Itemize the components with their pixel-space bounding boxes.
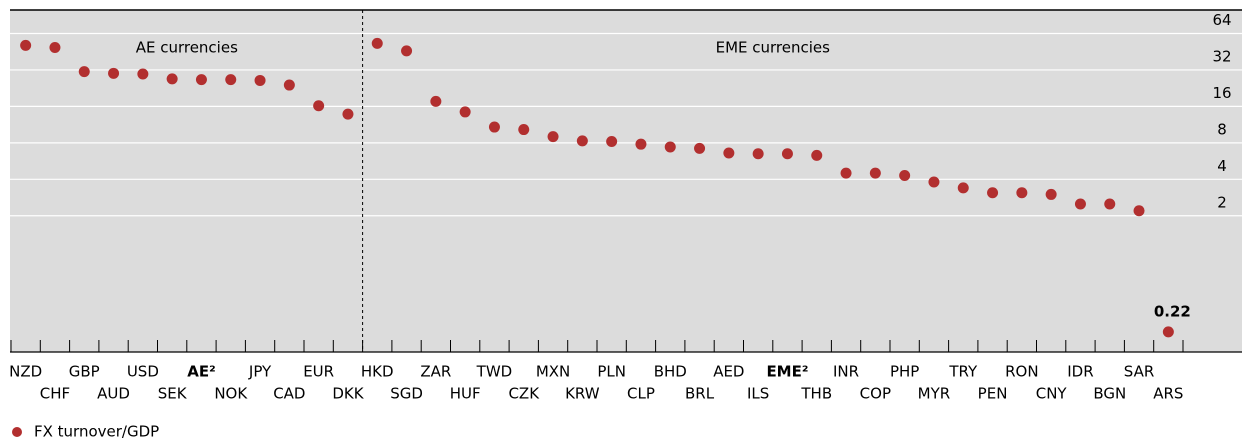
x-tick-label: KRW bbox=[565, 385, 600, 403]
x-tick-label: EUR bbox=[303, 363, 334, 381]
point bbox=[108, 67, 120, 79]
point bbox=[635, 138, 647, 150]
point bbox=[430, 95, 442, 107]
point bbox=[1104, 198, 1116, 210]
point bbox=[899, 169, 911, 181]
point bbox=[957, 182, 969, 194]
point bbox=[342, 108, 354, 120]
x-tick-label: AED bbox=[713, 363, 744, 381]
point bbox=[1045, 188, 1057, 200]
section-label: EME currencies bbox=[716, 39, 831, 57]
point bbox=[166, 73, 178, 85]
point bbox=[371, 37, 383, 49]
x-tick-label: SAR bbox=[1124, 363, 1154, 381]
point bbox=[1074, 198, 1086, 210]
x-tick-label: INR bbox=[833, 363, 859, 381]
x-tick-label: BGN bbox=[1093, 385, 1126, 403]
point bbox=[664, 141, 676, 153]
point bbox=[840, 167, 852, 179]
legend-marker bbox=[12, 427, 22, 437]
point bbox=[283, 79, 295, 91]
x-tick-label: MYR bbox=[918, 385, 951, 403]
point bbox=[20, 39, 32, 51]
x-tick-label: CZK bbox=[508, 385, 540, 403]
x-tick-label: GBP bbox=[69, 363, 100, 381]
y-tick-label: 8 bbox=[1217, 120, 1227, 138]
x-tick-label: AE² bbox=[187, 363, 215, 381]
x-tick-label: CAD bbox=[273, 385, 305, 403]
x-tick-label: EME² bbox=[766, 363, 808, 381]
x-tick-label: COP bbox=[860, 385, 891, 403]
point bbox=[1016, 187, 1028, 199]
point bbox=[137, 68, 149, 80]
y-tick-label: 2 bbox=[1217, 193, 1227, 211]
point bbox=[606, 136, 618, 148]
point bbox=[987, 187, 999, 199]
x-tick-label: CHF bbox=[40, 385, 70, 403]
x-tick-label: IDR bbox=[1067, 363, 1093, 381]
data-label: 0.22 bbox=[1154, 302, 1191, 320]
x-tick-label: HUF bbox=[450, 385, 481, 403]
point bbox=[313, 100, 325, 112]
point bbox=[49, 42, 61, 54]
x-tick-label: USD bbox=[127, 363, 159, 381]
point bbox=[225, 74, 237, 86]
x-tick-label: SEK bbox=[158, 385, 188, 403]
x-tick-label: THB bbox=[800, 385, 832, 403]
x-tick-label: MXN bbox=[536, 363, 570, 381]
point bbox=[781, 148, 793, 160]
y-tick-label: 32 bbox=[1212, 47, 1231, 65]
x-tick-label: ARS bbox=[1153, 385, 1183, 403]
x-tick-label: CNY bbox=[1036, 385, 1068, 403]
point bbox=[78, 66, 90, 78]
point bbox=[518, 124, 530, 136]
x-tick-label: PEN bbox=[978, 385, 1008, 403]
x-tick-label: HKD bbox=[361, 363, 394, 381]
point bbox=[254, 74, 266, 86]
y-tick-label: 64 bbox=[1212, 11, 1231, 29]
x-tick-label: NZD bbox=[9, 363, 42, 381]
point bbox=[488, 121, 500, 133]
point bbox=[547, 131, 559, 143]
point bbox=[694, 142, 706, 154]
y-tick-label: 4 bbox=[1217, 157, 1227, 175]
point bbox=[928, 176, 940, 188]
plot-background bbox=[10, 10, 1242, 352]
y-tick-label: 16 bbox=[1212, 84, 1231, 102]
point bbox=[723, 147, 735, 159]
x-tick-label: PLN bbox=[597, 363, 626, 381]
section-label: AE currencies bbox=[136, 39, 238, 57]
x-tick-label: RON bbox=[1005, 363, 1038, 381]
x-tick-label: DKK bbox=[332, 385, 364, 403]
x-tick-label: TRY bbox=[948, 363, 978, 381]
point bbox=[401, 45, 413, 57]
x-tick-label: JPY bbox=[248, 363, 272, 381]
point bbox=[752, 148, 764, 160]
point bbox=[459, 106, 471, 118]
x-tick-label: TWD bbox=[476, 363, 513, 381]
x-tick-label: ILS bbox=[747, 385, 769, 403]
point bbox=[1162, 326, 1174, 338]
point bbox=[195, 74, 207, 86]
x-tick-label: BRL bbox=[685, 385, 715, 403]
legend-label: FX turnover/GDP bbox=[34, 423, 159, 441]
x-tick-label: PHP bbox=[890, 363, 919, 381]
x-tick-label: BHD bbox=[654, 363, 687, 381]
x-tick-label: CLP bbox=[627, 385, 655, 403]
x-tick-label: AUD bbox=[97, 385, 130, 403]
grid bbox=[10, 32, 1242, 217]
x-tick-label: SGD bbox=[390, 385, 423, 403]
point bbox=[1133, 205, 1145, 217]
point bbox=[576, 135, 588, 147]
point bbox=[811, 149, 823, 161]
x-tick-label: ZAR bbox=[420, 363, 451, 381]
point bbox=[869, 167, 881, 179]
marks bbox=[20, 37, 1174, 338]
x-tick-label: NOK bbox=[214, 385, 248, 403]
